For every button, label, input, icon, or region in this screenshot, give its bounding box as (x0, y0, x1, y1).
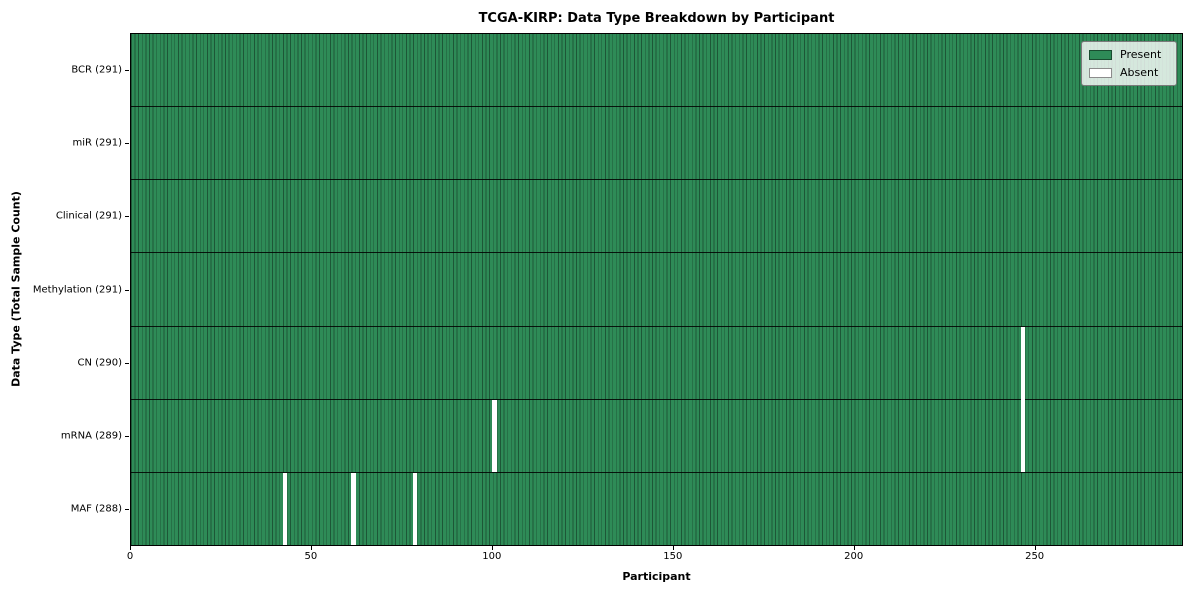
y-tick-label-maf: MAF (288) (70, 503, 122, 515)
legend-swatch-absent (1089, 67, 1112, 78)
absent-gap (492, 399, 497, 472)
y-tick-label-bcr: BCR (291) (71, 64, 122, 76)
absent-gap (282, 472, 287, 545)
y-tick-label-mrna: mRNA (289) (60, 430, 122, 442)
data-row-cn (131, 326, 1182, 400)
x-tick-label-200: 200 (844, 551, 864, 562)
x-tick-label-150: 150 (663, 551, 683, 562)
y-tick-mark (125, 69, 129, 71)
legend-label: Present (1120, 48, 1162, 61)
legend-item-absent: Absent (1089, 66, 1168, 79)
x-axis-label: Participant (622, 570, 691, 583)
plot-area (130, 33, 1183, 546)
x-tick-mark (130, 546, 131, 550)
chart-title: TCGA-KIRP: Data Type Breakdown by Partic… (478, 11, 835, 26)
x-tick-mark (310, 546, 312, 550)
x-tick-mark (672, 546, 674, 550)
x-tick-mark (853, 546, 855, 550)
data-row-bcr (131, 34, 1182, 108)
y-tick-label-mir: miR (291) (72, 137, 122, 149)
data-row-mir (131, 107, 1182, 181)
data-row-methylation (131, 253, 1182, 327)
x-tick-mark (491, 546, 493, 550)
absent-gap (1020, 399, 1026, 472)
y-axis-label: Data Type (Total Sample Count) (9, 191, 23, 387)
data-row-maf (131, 472, 1182, 545)
y-tick-mark (125, 436, 129, 438)
legend-label: Absent (1120, 66, 1159, 79)
y-tick-mark (125, 362, 129, 364)
y-tick-mark (125, 509, 129, 511)
data-row-clinical (131, 180, 1182, 254)
absent-gap (1020, 326, 1026, 400)
y-tick-label-cn: CN (290) (77, 357, 122, 369)
y-tick-mark (125, 289, 129, 291)
y-tick-mark (125, 216, 129, 218)
y-tick-label-clinical: Clinical (291) (55, 210, 122, 222)
x-tick-label-50: 50 (304, 551, 318, 562)
y-tick-mark (125, 142, 129, 144)
x-tick-label-100: 100 (482, 551, 502, 562)
absent-gap (412, 472, 418, 545)
x-tick-label-250: 250 (1025, 551, 1045, 562)
y-tick-label-methylation: Methylation (291) (32, 284, 122, 295)
x-tick-label-0: 0 (126, 551, 134, 562)
legend-item-present: Present (1089, 48, 1168, 61)
legend-swatch-present (1089, 49, 1112, 60)
x-tick-mark (1034, 546, 1036, 550)
absent-gap (351, 472, 356, 545)
data-row-mrna (131, 399, 1182, 473)
legend: Present Absent (1081, 41, 1177, 86)
